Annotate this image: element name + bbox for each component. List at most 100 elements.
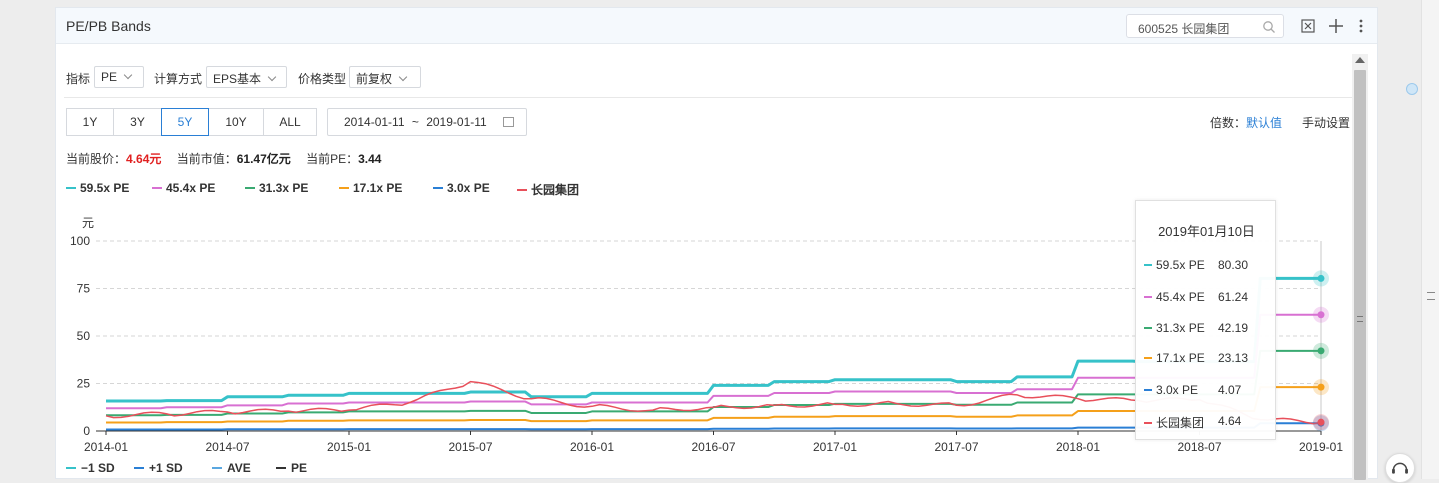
more-icon[interactable]: [1353, 18, 1369, 34]
tooltip-label: 45.4x PE: [1156, 290, 1205, 304]
price-value: 4.64元: [126, 152, 162, 166]
add-icon[interactable]: [1328, 18, 1344, 34]
y-tick-label: 50: [77, 329, 91, 343]
y-tick-label: 75: [77, 282, 91, 296]
date-separator: ~: [411, 115, 419, 129]
price-type-select[interactable]: 前复权: [349, 66, 421, 88]
tooltip-row: 31.3x PE 42.19: [1144, 321, 1248, 335]
tooltip-swatch: [1144, 356, 1152, 359]
tooltip-label: 长园集团: [1156, 416, 1205, 430]
x-tick-label: 2016-01: [570, 440, 614, 454]
legend-item-45x[interactable]: 45.4x PE: [152, 181, 215, 195]
scroll-thumb[interactable]: [1354, 70, 1366, 480]
tooltip-value: 61.24: [1218, 290, 1249, 304]
mcap-value: 61.47亿元: [236, 152, 291, 166]
series-line: [106, 313, 1321, 410]
tooltip-value: 4.64: [1218, 414, 1242, 428]
tooltip-label: 17.1x PE: [1156, 351, 1205, 365]
panel-header: PE/PB Bands 600525 长园集团: [56, 8, 1377, 44]
price-label: 当前股价：: [66, 152, 127, 166]
tooltip-swatch: [1144, 421, 1152, 424]
mcap-label: 当前市值：: [176, 152, 237, 166]
legend-item-plus-sd[interactable]: +1 SD: [134, 461, 183, 475]
legend-label: +1 SD: [149, 461, 183, 475]
date-start: 2014-01-11: [344, 115, 405, 129]
legend-swatch: [66, 186, 76, 189]
pe-value: 3.44: [358, 152, 382, 166]
legend-swatch: [134, 466, 144, 469]
tooltip-label: 31.3x PE: [1156, 321, 1205, 335]
x-tick-label: 2015-07: [448, 440, 492, 454]
legend-item-31x[interactable]: 31.3x PE: [245, 181, 308, 195]
y-tick-label: 0: [83, 424, 90, 438]
legend-item-3x[interactable]: 3.0x PE: [433, 181, 490, 195]
tooltip-label: 59.5x PE: [1156, 258, 1205, 272]
y-tick-label: 100: [70, 234, 90, 248]
tooltip-swatch: [1144, 295, 1152, 298]
legend-swatch: [517, 188, 527, 191]
data-point: [1317, 383, 1325, 391]
range-button-5y[interactable]: 5Y: [161, 108, 209, 136]
y-tick-label: 25: [77, 377, 91, 391]
page-scrollbar[interactable]: [1421, 0, 1439, 479]
pe-bands-chart[interactable]: 元 0 25 50 75 100 2014-01 2014-07 2015-01 2015-07 2…: [56, 203, 1352, 455]
series-line: [106, 276, 1321, 403]
panel-scrollbar[interactable]: [1352, 54, 1368, 480]
calc-method-value: EPS基本: [213, 72, 262, 86]
pe-label: 当前PE：: [306, 152, 359, 166]
data-point: [1317, 274, 1325, 282]
customer-service-icon[interactable]: [1385, 453, 1415, 483]
tooltip-row: 45.4x PE 61.24: [1144, 290, 1248, 304]
legend-label: AVE: [227, 461, 251, 475]
legend-label: PE: [291, 461, 308, 475]
price-type-label: 价格类型: [298, 72, 347, 86]
data-point: [1317, 418, 1325, 426]
x-tick-label: 2017-07: [934, 440, 978, 454]
stock-search-input[interactable]: 600525 长园集团: [1126, 14, 1284, 38]
range-button-3y[interactable]: 3Y: [113, 108, 162, 136]
legend-label: 59.5x PE: [80, 181, 130, 195]
calc-method-select[interactable]: EPS基本: [206, 66, 287, 88]
legend-swatch: [245, 186, 255, 189]
tooltip-swatch: [1144, 388, 1152, 391]
tooltip-row: 17.1x PE 23.13: [1144, 351, 1248, 365]
scroll-grip-icon: [1357, 316, 1363, 322]
indicator-select[interactable]: PE: [94, 66, 144, 88]
tooltip-date: 2019年01月10日: [1158, 224, 1255, 239]
multiplier-default-link[interactable]: 默认值: [1246, 116, 1283, 130]
x-tick-label: 2019-01: [1299, 440, 1343, 454]
multiplier-manual-link[interactable]: 手动设置: [1302, 116, 1351, 130]
x-tick-label: 2014-07: [205, 440, 249, 454]
chart-tooltip: 2019年01月10日 59.5x PE 80.30 45.4x PE 61.24 …: [1135, 200, 1276, 440]
x-tick-label: 2017-01: [813, 440, 857, 454]
search-icon[interactable]: [1262, 20, 1276, 34]
legend-item-minus-sd[interactable]: −1 SD: [66, 461, 115, 475]
date-range-picker[interactable]: 2014-01-11 ~ 2019-01-11: [327, 108, 527, 136]
legend-label: 31.3x PE: [259, 181, 309, 195]
range-button-all[interactable]: ALL: [263, 108, 317, 136]
range-button-1y[interactable]: 1Y: [66, 108, 114, 136]
range-button-10y[interactable]: 10Y: [208, 108, 264, 136]
legend-item-pe[interactable]: PE: [276, 461, 307, 475]
data-point: [1317, 311, 1325, 319]
legend-item-59x[interactable]: 59.5x PE: [66, 181, 129, 195]
export-icon[interactable]: [1300, 18, 1316, 34]
series-line: [106, 422, 1321, 431]
legend-item-stock[interactable]: 长园集团: [517, 181, 579, 198]
date-end: 2019-01-11: [426, 115, 487, 129]
legend-item-ave[interactable]: AVE: [212, 461, 251, 475]
pe-pb-bands-panel: PE/PB Bands 600525 长园集团 指标 PE: [55, 7, 1378, 480]
legend-item-17x[interactable]: 17.1x PE: [339, 181, 402, 195]
multiplier-setting: 倍数：默认值: [1210, 114, 1282, 131]
legend-label: 45.4x PE: [166, 181, 216, 195]
tooltip-row: 长园集团 4.64: [1144, 414, 1241, 431]
floating-indicator-icon[interactable]: [1406, 83, 1418, 95]
chevron-down-icon: [267, 72, 277, 82]
divider: [64, 97, 1352, 98]
price-type-value: 前复权: [356, 72, 393, 86]
x-tick-label: 2015-01: [327, 440, 371, 454]
scroll-up-arrow-icon[interactable]: [1355, 57, 1365, 63]
calendar-icon[interactable]: [503, 117, 514, 127]
x-tick-label: 2016-07: [691, 440, 735, 454]
calc-method-label: 计算方式: [154, 72, 203, 86]
